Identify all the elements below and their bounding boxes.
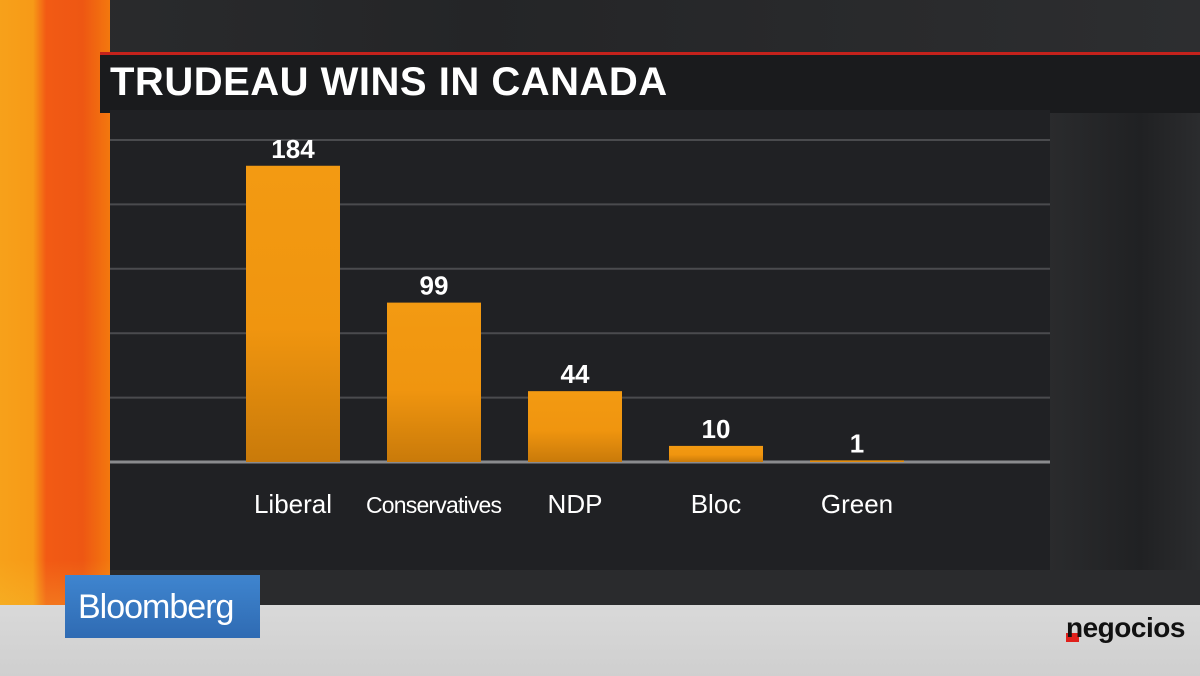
chart-title: TRUDEAU WINS IN CANADA	[110, 60, 668, 104]
data-label: 99	[420, 271, 449, 301]
bar-conservatives	[387, 302, 481, 462]
category-label: Bloc	[691, 489, 742, 519]
bloomberg-logo-box	[65, 575, 260, 638]
bar-green	[810, 460, 904, 462]
bar-bloc	[669, 445, 763, 462]
category-label: NDP	[548, 489, 603, 519]
background-right-panel	[1050, 110, 1200, 610]
category-label: Green	[821, 489, 893, 519]
category-label: Liberal	[254, 489, 332, 519]
negocios-watermark: negocios	[1066, 612, 1185, 643]
data-label: 1	[850, 428, 864, 458]
data-label: 10	[702, 414, 731, 444]
negocios-mark	[1066, 633, 1079, 642]
bar-ndp	[528, 391, 622, 462]
data-label: 44	[561, 359, 590, 389]
bar-liberal	[246, 165, 340, 462]
title-bar	[100, 52, 1200, 113]
bloomberg-logo: Bloomberg	[78, 588, 234, 626]
data-label: 184	[271, 134, 315, 164]
category-label: Conservatives	[366, 492, 502, 518]
lower-dark-band	[110, 570, 1200, 606]
